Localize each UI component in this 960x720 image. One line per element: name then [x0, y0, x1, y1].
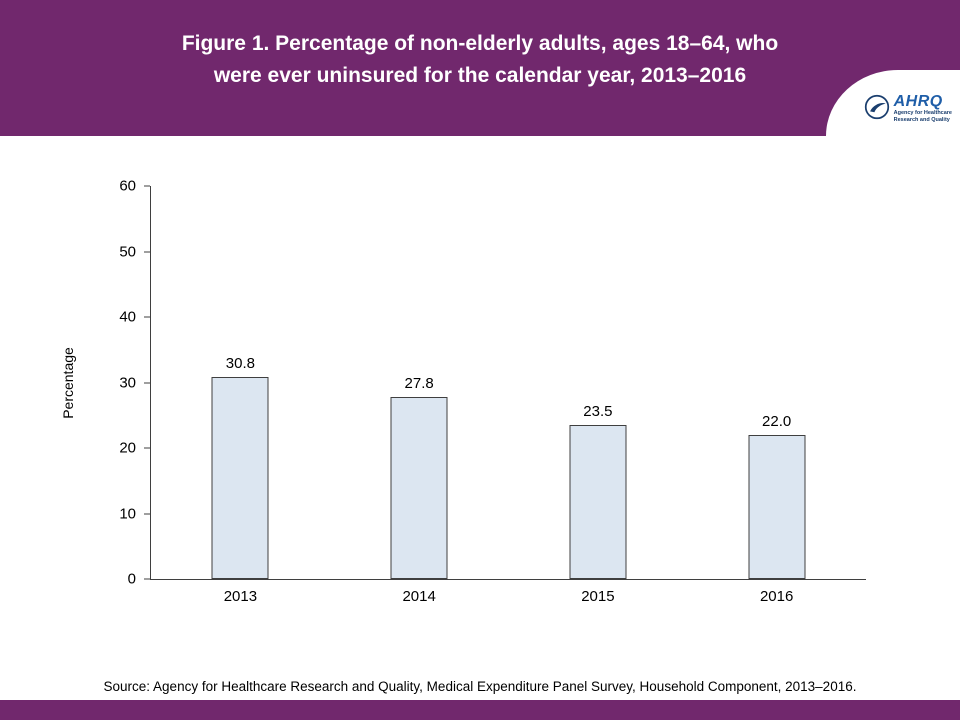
bar-value-label: 30.8 — [225, 355, 255, 373]
bar-slot: 22.0 — [687, 186, 866, 579]
y-tick-mark — [144, 578, 150, 580]
ahrq-logo-text: AHRQ Agency for Healthcare Research and … — [893, 92, 952, 124]
bars: 30.8 27.8 23.5 22.0 — [151, 186, 866, 579]
ahrq-tagline-line-1: Agency for Healthcare — [893, 109, 952, 116]
bar-value-label: 27.8 — [404, 374, 434, 392]
x-axis-labels: 2013 2014 2015 2016 — [151, 579, 866, 605]
y-tick-mark — [144, 316, 150, 318]
y-axis-tick: 50 — [119, 243, 150, 260]
bar — [211, 377, 269, 579]
y-tick-label: 40 — [119, 308, 136, 326]
y-tick-mark — [144, 382, 150, 383]
bar — [569, 425, 627, 579]
y-axis-tick: 60 — [119, 178, 150, 195]
y-tick-mark — [144, 251, 150, 252]
y-axis-tick: 20 — [119, 440, 150, 457]
y-axis-tick: 40 — [119, 309, 150, 326]
y-axis-tick: 0 — [128, 571, 150, 588]
y-tick-label: 60 — [119, 177, 136, 195]
bar-slot: 30.8 — [151, 186, 330, 579]
source-text: Source: Agency for Healthcare Research a… — [103, 679, 857, 694]
y-tick-label: 10 — [119, 505, 136, 523]
plot-area: 0 10 20 30 40 50 60 30.8 27.8 23.5 22.0 2013 2014 2… — [119, 178, 866, 605]
y-axis-tick: 10 — [119, 505, 150, 522]
y-tick-mark — [144, 185, 150, 187]
x-tick-label: 2013 — [223, 588, 258, 605]
y-tick-mark — [144, 447, 150, 449]
bar — [748, 434, 806, 579]
bar-value-label: 22.0 — [762, 412, 792, 430]
y-tick-label: 30 — [119, 374, 136, 391]
header-banner: Figure 1. Percentage of non-elderly adul… — [0, 0, 960, 136]
y-axis-tick: 30 — [119, 374, 150, 391]
bar — [390, 396, 448, 579]
bar-slot: 27.8 — [330, 186, 509, 579]
y-tick-label: 50 — [119, 243, 136, 260]
y-tick-label: 20 — [119, 439, 136, 457]
x-tick-label: 2014 — [402, 588, 436, 605]
bar-slot: 23.5 — [509, 186, 688, 579]
y-axis-ticks: 0 10 20 30 40 50 60 — [90, 178, 150, 588]
ahrq-acronym: AHRQ — [893, 92, 943, 110]
hhs-eagle-icon — [864, 94, 890, 125]
ahrq-logo-inner: AHRQ Agency for Healthcare Research and … — [864, 92, 952, 125]
y-tick-mark — [144, 513, 150, 515]
x-tick-label: 2016 — [759, 588, 794, 605]
y-tick-label: 0 — [127, 570, 136, 588]
page-title: Figure 1. Percentage of non-elderly adul… — [0, 0, 960, 91]
x-tick-label: 2015 — [581, 588, 615, 605]
y-axis-title: Percentage — [60, 347, 76, 419]
bar-value-label: 23.5 — [583, 403, 613, 421]
title-line-2: were ever uninsured for the calendar yea… — [213, 63, 747, 87]
title-line-1: Figure 1. Percentage of non-elderly adul… — [181, 32, 779, 55]
footer-bar — [0, 700, 960, 720]
ahrq-tagline-line-2: Research and Quality — [893, 117, 950, 123]
